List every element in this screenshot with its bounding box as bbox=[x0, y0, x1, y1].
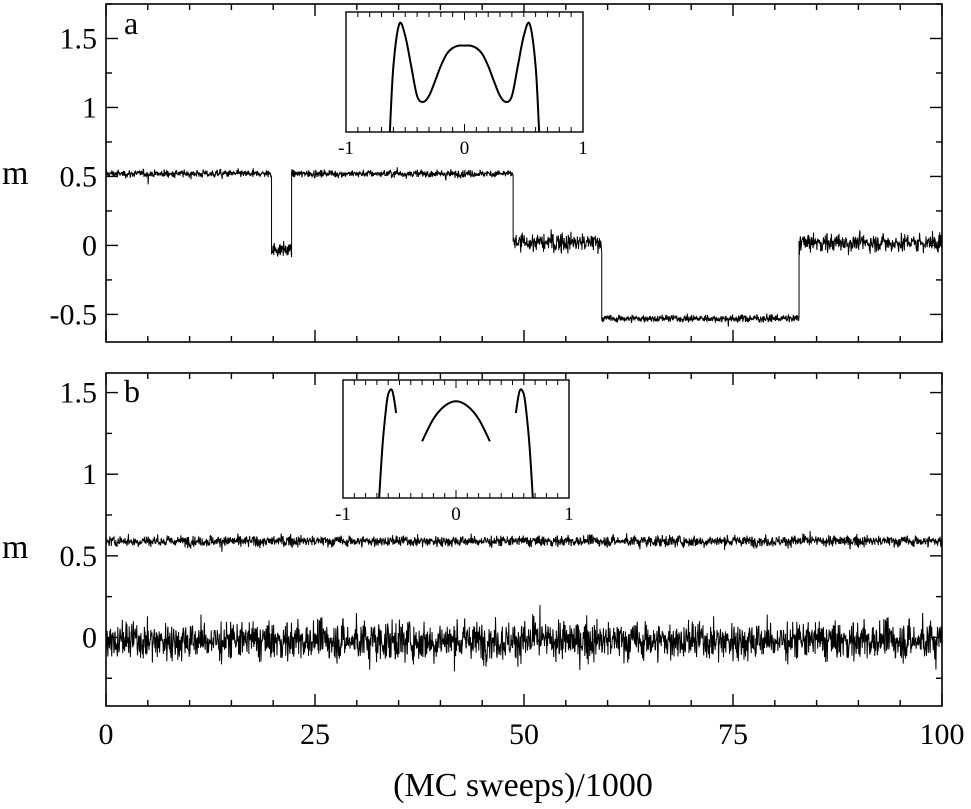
x-tick-label: 100 bbox=[920, 718, 965, 751]
y-tick-label: 0.5 bbox=[60, 540, 98, 573]
inset-tick-label: 0 bbox=[460, 138, 470, 159]
inset-tick-label: 1 bbox=[578, 138, 588, 159]
x-tick-label: 0 bbox=[99, 718, 114, 751]
inset-tick-label: 0 bbox=[451, 504, 461, 525]
inset-plot: -1 0 1 bbox=[335, 379, 574, 525]
y-tick-label: 1.5 bbox=[60, 377, 98, 410]
y-tick-label: 0 bbox=[82, 621, 97, 654]
panel-label: b bbox=[124, 373, 140, 409]
x-tick-label: 25 bbox=[300, 718, 330, 751]
inset-curve bbox=[514, 388, 534, 499]
series-line bbox=[105, 530, 943, 552]
inset-curve bbox=[421, 400, 491, 442]
y-tick-label: 0 bbox=[82, 229, 97, 262]
panel-label: a bbox=[124, 5, 138, 41]
inset-frame bbox=[345, 11, 584, 133]
y-axis-label: m bbox=[2, 529, 28, 566]
y-tick-label: 1 bbox=[82, 91, 97, 124]
panel-b: 0 25 50 75 100 0 0.5 1 1.5 m b -1 0 1 bbox=[2, 372, 965, 751]
inset-curve bbox=[388, 21, 541, 133]
y-tick-label: -0.5 bbox=[50, 298, 98, 331]
series-line bbox=[105, 167, 943, 327]
y-tick-label: 0.5 bbox=[60, 160, 98, 193]
inset-tick-label: -1 bbox=[335, 504, 351, 525]
x-tick-label: 75 bbox=[718, 718, 748, 751]
x-axis-label: (MC sweeps)/1000 bbox=[393, 767, 653, 804]
inset-tick-label: -1 bbox=[338, 138, 354, 159]
panel-a: -0.5 0 0.5 1 1.5 m a -1 0 1 bbox=[2, 3, 943, 343]
inset-frame bbox=[342, 379, 570, 499]
inset-curve bbox=[378, 388, 398, 499]
series-line bbox=[105, 605, 943, 672]
y-tick-label: 1 bbox=[82, 458, 97, 491]
x-tick-label: 50 bbox=[509, 718, 539, 751]
y-axis-label: m bbox=[2, 155, 28, 192]
inset-tick-label: 1 bbox=[564, 504, 574, 525]
inset-plot: -1 0 1 bbox=[338, 11, 588, 159]
y-tick-label: 1.5 bbox=[60, 22, 98, 55]
